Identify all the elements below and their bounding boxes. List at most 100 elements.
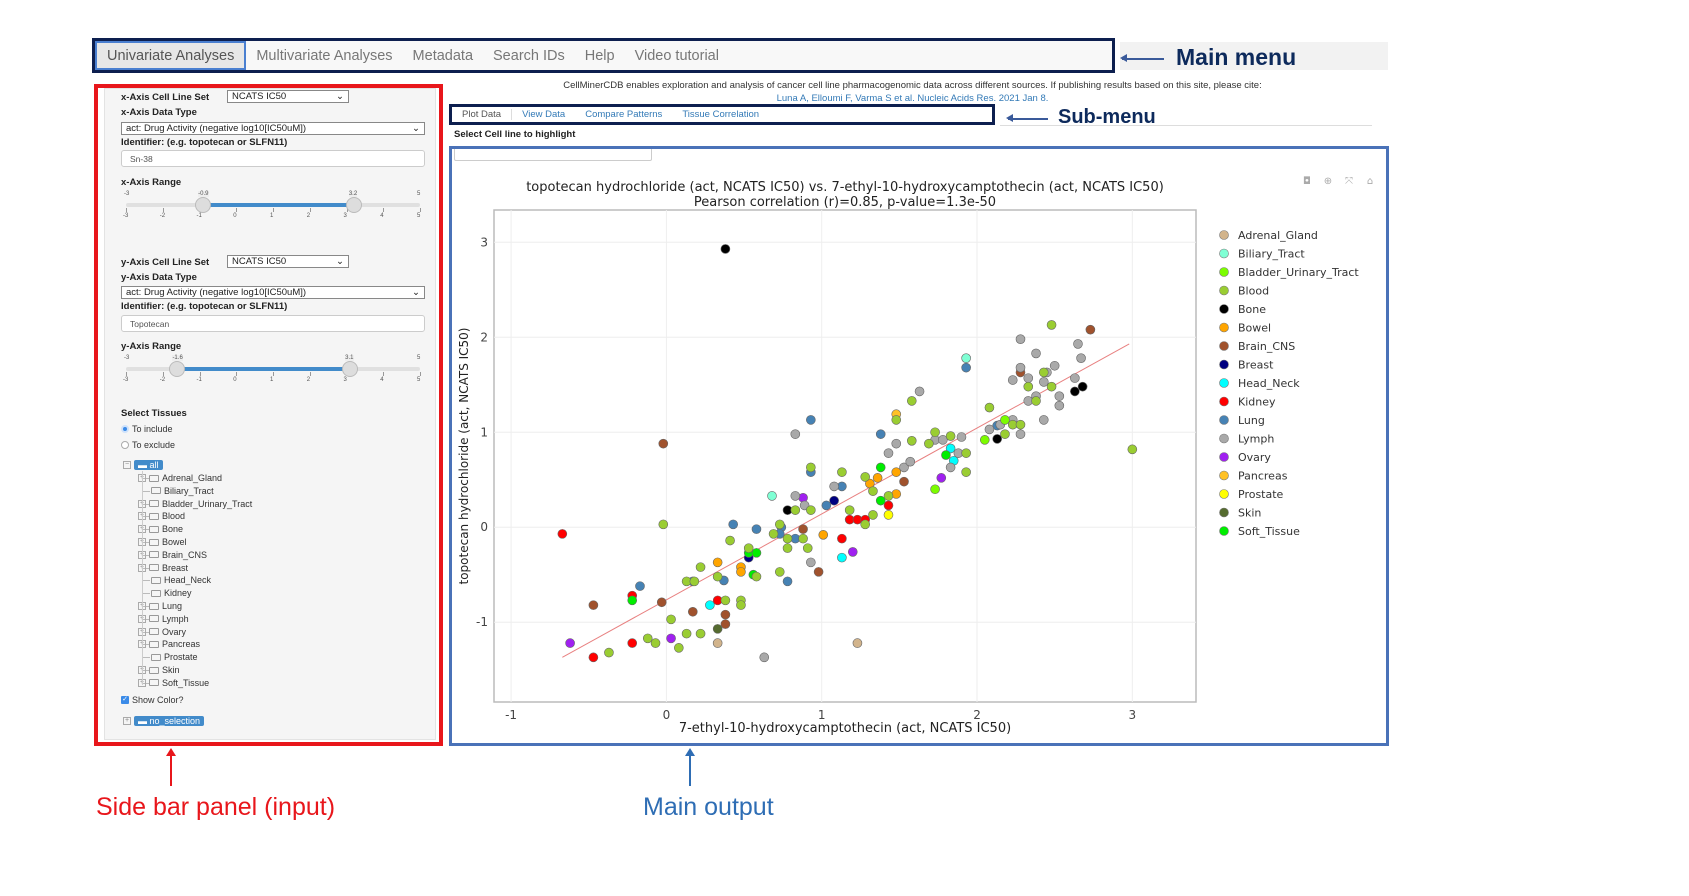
legend-marker[interactable] xyxy=(1219,359,1229,370)
data-point[interactable] xyxy=(899,476,909,487)
data-point[interactable] xyxy=(961,353,971,363)
data-point[interactable] xyxy=(666,614,676,625)
data-point[interactable] xyxy=(689,576,700,587)
data-point[interactable] xyxy=(1000,429,1010,439)
legend-marker[interactable] xyxy=(1219,433,1229,444)
x-range-slider[interactable]: -3 5 -0.9 3.2 -3 -2 -1 0 1 2 3 4 5 xyxy=(123,191,421,221)
radio-exclude[interactable]: To exclude xyxy=(121,440,175,450)
data-point[interactable] xyxy=(728,519,738,530)
data-point[interactable] xyxy=(875,495,886,506)
data-point[interactable] xyxy=(941,450,951,460)
data-point[interactable] xyxy=(712,638,723,648)
legend-label[interactable]: Breast xyxy=(1238,359,1274,372)
data-point[interactable] xyxy=(666,633,676,644)
data-point[interactable] xyxy=(979,435,990,445)
y-cell-line-set-select[interactable]: NCATS IC50 ⌄ xyxy=(227,255,349,268)
data-point[interactable] xyxy=(1085,324,1096,335)
legend-marker[interactable] xyxy=(1219,322,1229,333)
data-point[interactable] xyxy=(627,638,638,648)
data-point[interactable] xyxy=(743,543,754,553)
data-point[interactable] xyxy=(899,462,909,473)
legend-label[interactable]: Kidney xyxy=(1238,396,1276,409)
data-point[interactable] xyxy=(557,529,568,539)
data-point[interactable] xyxy=(883,500,894,511)
data-point[interactable] xyxy=(695,628,706,639)
data-point[interactable] xyxy=(961,448,971,458)
data-point[interactable] xyxy=(588,600,599,610)
data-point[interactable] xyxy=(782,543,793,553)
data-point[interactable] xyxy=(883,510,894,520)
tree-root-all[interactable]: ▬ all xyxy=(134,460,163,470)
y-range-low-handle[interactable] xyxy=(169,361,186,377)
tree-item[interactable]: Prostate xyxy=(151,652,198,662)
data-point[interactable] xyxy=(1077,381,1088,392)
data-point[interactable] xyxy=(847,547,858,557)
legend-marker[interactable] xyxy=(1219,507,1229,518)
legend-label[interactable]: Lymph xyxy=(1238,433,1274,446)
tree-item[interactable]: Head_Neck xyxy=(151,575,211,585)
data-point[interactable] xyxy=(930,484,940,495)
legend-marker[interactable] xyxy=(1219,526,1229,536)
x-data-type-select[interactable]: act: Drug Activity (negative log10[IC50u… xyxy=(121,122,425,135)
data-point[interactable] xyxy=(1073,339,1083,349)
data-point[interactable] xyxy=(961,467,971,477)
data-point[interactable] xyxy=(872,473,883,483)
data-point[interactable] xyxy=(1046,320,1057,330)
data-point[interactable] xyxy=(891,438,902,449)
expand-icon[interactable]: + xyxy=(123,717,131,725)
show-color-checkbox[interactable]: ✓ Show Color? xyxy=(121,695,184,705)
data-point[interactable] xyxy=(658,519,669,530)
y-range-high-handle[interactable] xyxy=(342,361,359,377)
data-point[interactable] xyxy=(1015,334,1026,344)
tab-multivariate-analyses[interactable]: Multivariate Analyses xyxy=(256,47,393,64)
x-range-low-handle[interactable] xyxy=(195,197,212,213)
data-point[interactable] xyxy=(1031,396,1041,406)
data-point[interactable] xyxy=(1070,386,1080,397)
data-point[interactable] xyxy=(767,491,777,501)
data-point[interactable] xyxy=(674,643,684,653)
legend-marker[interactable] xyxy=(1219,230,1229,240)
data-point[interactable] xyxy=(818,530,829,540)
data-point[interactable] xyxy=(725,535,735,546)
x-identifier-input[interactable]: Sn-38 xyxy=(121,150,425,167)
tree-item[interactable]: Biliary_Tract xyxy=(151,486,214,496)
tab-search-ids[interactable]: Search IDs xyxy=(493,47,565,64)
data-point[interactable] xyxy=(802,543,813,553)
data-point[interactable] xyxy=(751,524,762,534)
data-point[interactable] xyxy=(837,467,847,477)
legend-marker[interactable] xyxy=(1219,341,1229,351)
data-point[interactable] xyxy=(806,415,816,425)
legend-marker[interactable] xyxy=(1219,248,1229,259)
x-cell-line-set-select[interactable]: NCATS IC50 ⌄ xyxy=(227,90,349,103)
data-point[interactable] xyxy=(883,448,894,458)
autoscale-icon[interactable]: ⤧ xyxy=(1345,176,1353,187)
legend-label[interactable]: Blood xyxy=(1238,285,1269,298)
data-point[interactable] xyxy=(1046,381,1057,392)
data-point[interactable] xyxy=(759,652,770,663)
tab-tissue-correlation[interactable]: Tissue Correlation xyxy=(682,109,760,120)
data-point[interactable] xyxy=(852,638,863,648)
legend-marker[interactable] xyxy=(1219,452,1229,462)
data-point[interactable] xyxy=(658,438,669,449)
reset-icon[interactable]: ⌂ xyxy=(1367,176,1373,187)
legend-label[interactable]: Biliary_Tract xyxy=(1238,248,1305,261)
data-point[interactable] xyxy=(695,562,706,572)
data-point[interactable] xyxy=(790,429,801,439)
radio-include[interactable]: To include xyxy=(121,424,173,434)
legend-marker[interactable] xyxy=(1219,304,1229,314)
data-point[interactable] xyxy=(945,462,956,473)
data-point[interactable] xyxy=(860,472,870,482)
data-point[interactable] xyxy=(906,436,917,446)
data-point[interactable] xyxy=(790,505,801,515)
data-point[interactable] xyxy=(1015,362,1026,373)
data-point[interactable] xyxy=(798,533,808,544)
data-point[interactable] xyxy=(705,600,715,610)
data-point[interactable] xyxy=(687,606,698,617)
data-point[interactable] xyxy=(712,624,723,634)
no-selection-node[interactable]: ▬ no_selection xyxy=(134,716,205,726)
data-point[interactable] xyxy=(806,462,816,473)
data-point[interactable] xyxy=(782,576,793,587)
legend-marker[interactable] xyxy=(1219,470,1229,481)
data-point[interactable] xyxy=(604,647,614,658)
data-point[interactable] xyxy=(829,495,839,506)
